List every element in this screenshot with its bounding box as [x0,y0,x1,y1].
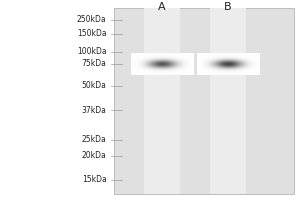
Text: A: A [158,2,166,12]
Text: 15kDa: 15kDa [82,176,106,184]
Text: 100kDa: 100kDa [77,47,106,56]
Text: 25kDa: 25kDa [82,136,106,144]
Bar [210,8,246,194]
Text: 150kDa: 150kDa [77,29,106,38]
Text: 20kDa: 20kDa [82,152,106,160]
Bar [144,8,180,194]
Text: B: B [224,2,232,12]
Text: 37kDa: 37kDa [82,106,106,114]
Text: 50kDa: 50kDa [82,81,106,90]
Text: 250kDa: 250kDa [77,16,106,24]
Bar [114,8,294,194]
Text: 75kDa: 75kDa [82,60,106,68]
